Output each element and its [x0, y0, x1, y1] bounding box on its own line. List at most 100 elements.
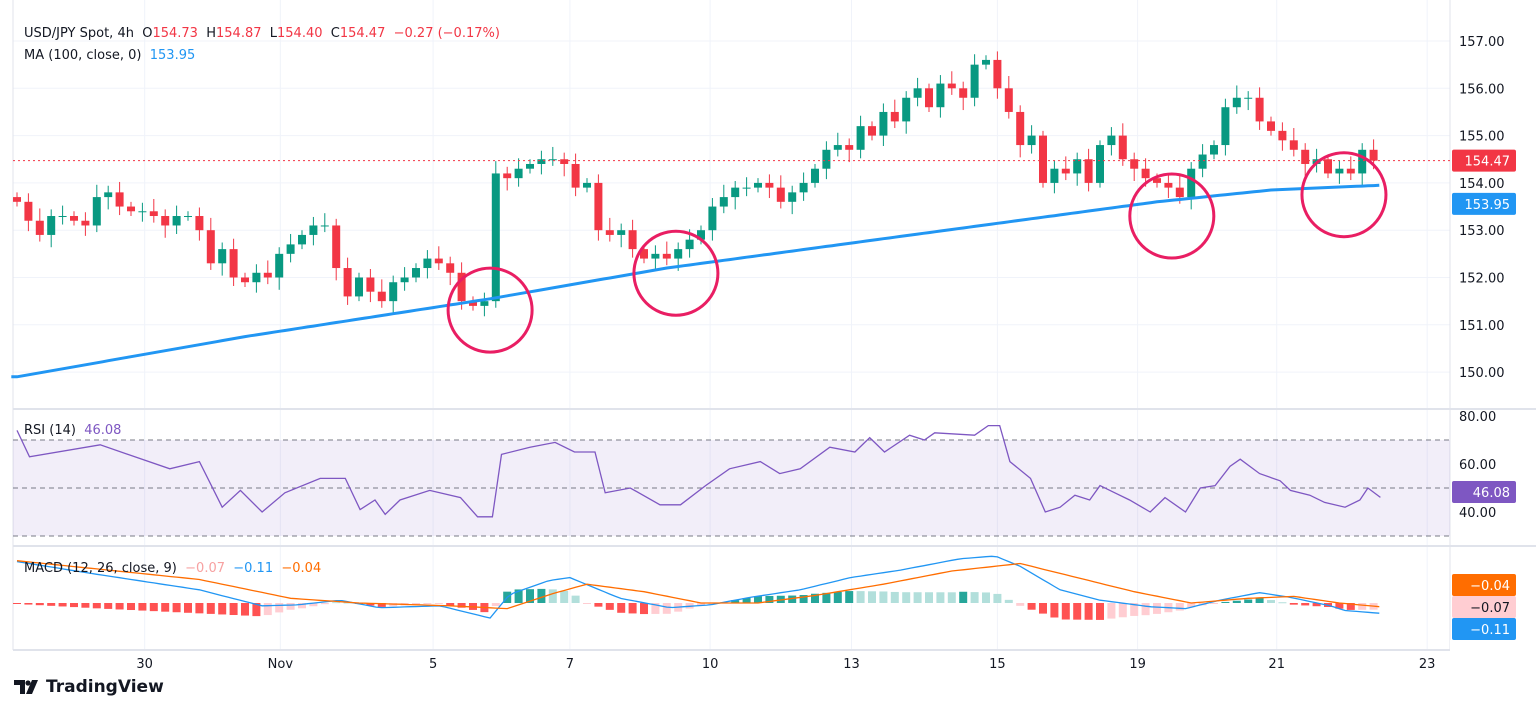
macd-histogram-bar — [583, 603, 591, 604]
rsi-legend[interactable]: RSI (14) 46.08 — [24, 423, 121, 438]
candle-up — [309, 225, 318, 235]
macd-histogram-bar — [457, 603, 466, 608]
macd-histogram-bar — [412, 603, 420, 605]
symbol-label[interactable]: USD/JPY Spot, 4h — [24, 26, 134, 41]
candle-down — [1004, 88, 1013, 112]
macd-histogram-bar — [1130, 603, 1139, 616]
candle-down — [993, 59, 1002, 89]
macd-histogram-bar — [1084, 603, 1093, 620]
macd-histogram-bar — [377, 603, 386, 607]
macd-histogram-bar — [879, 591, 888, 603]
candle-down — [343, 268, 352, 297]
candle-up — [172, 216, 181, 226]
macd-histogram-bar — [320, 603, 329, 605]
candle-down — [1175, 187, 1184, 198]
macd-histogram-bar — [1346, 603, 1355, 610]
macd-histogram-bar — [24, 603, 33, 605]
macd-histogram-bar — [1244, 599, 1253, 603]
candle-down — [959, 88, 968, 98]
high-label: H — [206, 26, 216, 41]
macd-histogram-bar — [1221, 601, 1230, 603]
macd-histogram-bar — [195, 603, 204, 614]
close-label: C — [330, 26, 340, 41]
ma-price-badge-bg — [1452, 192, 1516, 215]
ma-price-badge: 153.95 — [1465, 198, 1511, 213]
candle-up — [651, 253, 660, 259]
last-price-badge: 154.47 — [1465, 155, 1511, 170]
candle-down — [845, 145, 854, 150]
ma-label: MA (100, close, 0) — [24, 48, 142, 63]
candle-down — [1084, 159, 1093, 183]
macd-histogram-bar — [560, 590, 569, 603]
macd-histogram-bar — [1050, 603, 1059, 618]
time-tick-label: 10 — [702, 657, 719, 672]
macd-histogram-bar — [1004, 599, 1013, 603]
candle-down — [81, 220, 90, 226]
macd-histogram-bar — [252, 603, 261, 617]
price-tick-label: 153.00 — [1459, 224, 1505, 239]
macd-histogram-bar — [662, 603, 671, 614]
candle-down — [947, 83, 956, 89]
candle-up — [355, 277, 363, 297]
macd-histogram-bar — [708, 603, 717, 605]
macd-signal-badge-bg — [1452, 574, 1516, 596]
candle-down — [115, 192, 124, 207]
candle-down — [628, 230, 637, 250]
candle-down — [13, 197, 21, 202]
macd-histogram-bar — [229, 603, 238, 616]
macd-histogram-bar — [970, 592, 979, 603]
macd-histogram-bar — [298, 603, 306, 609]
macd-histogram-bar — [868, 591, 876, 603]
candle-up — [275, 253, 284, 278]
candle-down — [1301, 149, 1310, 164]
ma-legend[interactable]: MA (100, close, 0) 153.95 — [24, 48, 195, 63]
macd-histogram-bar — [1027, 603, 1036, 610]
candle-down — [206, 230, 215, 264]
rsi-label: RSI (14) — [24, 423, 76, 438]
candle-up — [1232, 97, 1241, 108]
macd-histogram-bar — [218, 603, 227, 615]
candle-down — [241, 277, 249, 283]
candle-up — [491, 173, 500, 302]
time-tick-label: 23 — [1419, 657, 1436, 672]
candle-up — [902, 97, 911, 122]
macd-histogram-bar — [241, 603, 249, 616]
highlight-circle — [632, 229, 720, 317]
candle-up — [1221, 107, 1230, 146]
macd-label: MACD (12, 26, close, 9) — [24, 561, 177, 576]
macd-histogram-bar — [332, 602, 341, 604]
macd-histogram-bar — [947, 592, 956, 603]
close-value: 154.47 — [339, 26, 386, 41]
tradingview-logo[interactable]: TradingView — [14, 677, 164, 697]
candle-down — [605, 230, 614, 235]
candle-down — [366, 277, 375, 292]
macd-histogram-bar — [993, 593, 1002, 603]
candle-down — [1267, 121, 1275, 131]
candle-down — [434, 258, 443, 264]
macd-histogram-bar — [1301, 603, 1310, 606]
macd-line — [16, 555, 1380, 619]
candle-down — [765, 182, 774, 188]
macd-histogram-bar — [81, 603, 90, 608]
macd-histogram-bar — [1141, 603, 1150, 616]
signal-line — [16, 560, 1380, 610]
candle-down — [1118, 135, 1127, 160]
macd-histogram-bar — [890, 591, 899, 603]
macd-legend[interactable]: MACD (12, 26, close, 9) −0.07 −0.11 −0.0… — [24, 561, 321, 576]
candle-up — [811, 168, 819, 183]
open-value: 154.73 — [152, 26, 198, 41]
candle-down — [446, 263, 455, 273]
candle-down — [263, 272, 272, 278]
macd-signal-badge: −0.04 — [1470, 579, 1510, 594]
macd-histogram-bar — [1118, 603, 1127, 618]
rsi-badge-bg — [1452, 481, 1516, 503]
candle-up — [788, 192, 797, 202]
candle-up — [252, 272, 261, 283]
candle-up — [1027, 135, 1036, 146]
candle-up — [400, 277, 409, 283]
price-tick-label: 155.00 — [1459, 130, 1505, 145]
candle-down — [925, 88, 933, 108]
candle-down — [571, 163, 580, 188]
macd-histogram-bar — [1175, 603, 1184, 611]
